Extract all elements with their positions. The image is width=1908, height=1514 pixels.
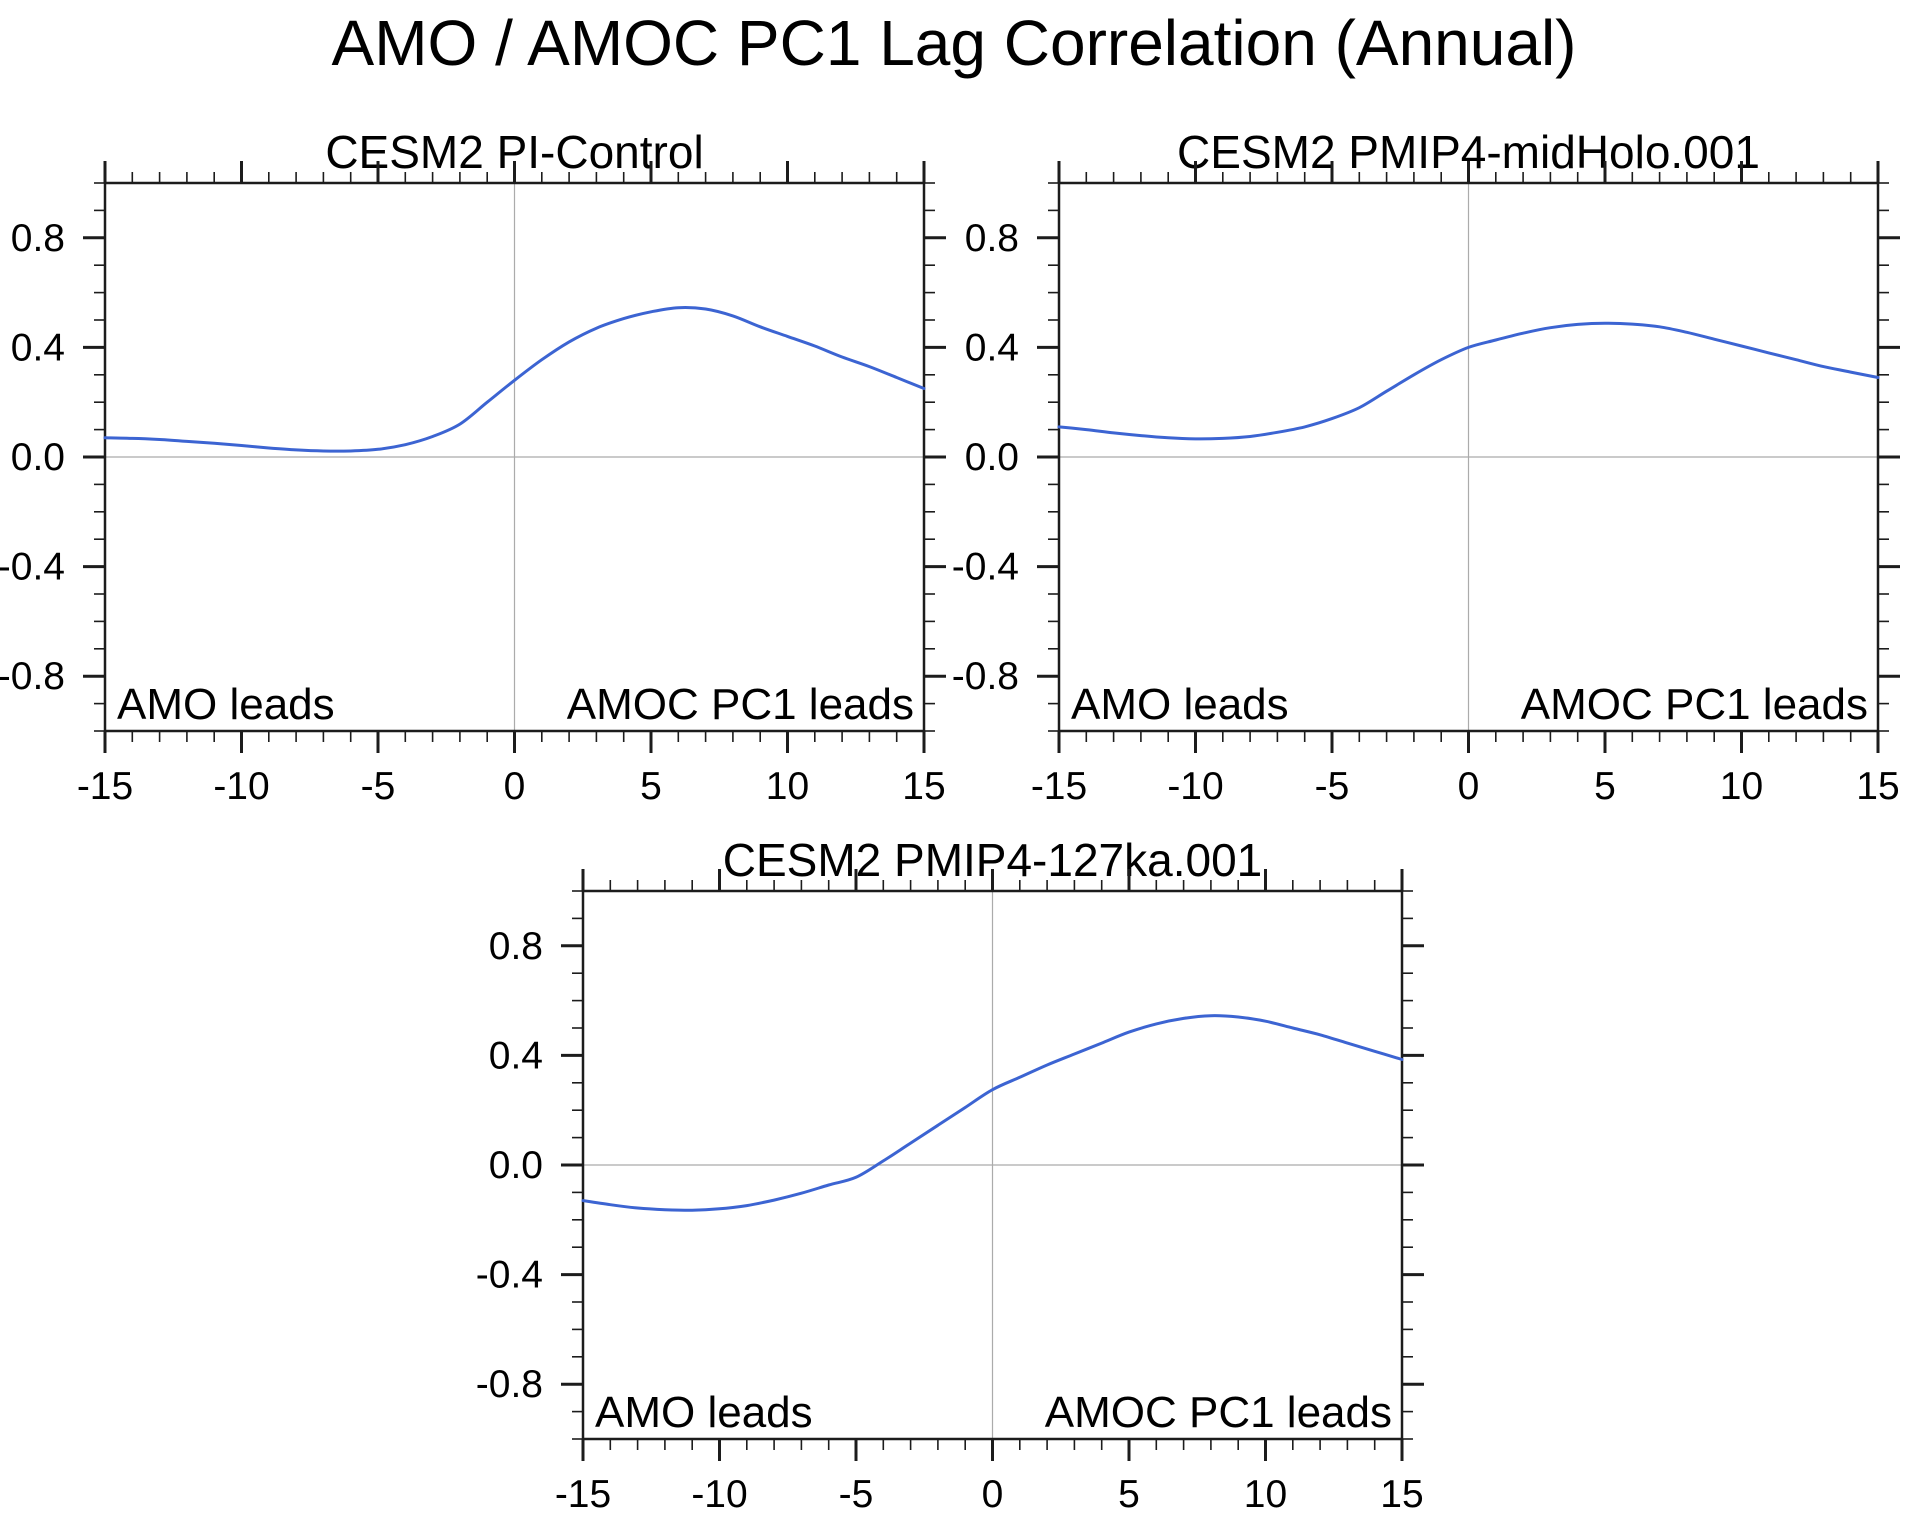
y-axis-tick-label: 0.8 <box>11 217 65 260</box>
x-axis-tick-label: -15 <box>77 765 133 808</box>
x-axis-tick-label: -5 <box>1315 765 1350 808</box>
y-axis-tick-label: 0.8 <box>965 217 1019 260</box>
x-axis-tick-label: -15 <box>555 1473 611 1514</box>
y-axis-tick-label: -0.8 <box>476 1363 543 1406</box>
amoc-pc1-leads-label: AMOC PC1 leads <box>1045 1388 1392 1437</box>
plot-area: -15 -10 -5 0 5 10 15 0.8 0.4 0.0 -0.4 -0.8 <box>476 869 1424 1514</box>
x-axis-tick-label: 15 <box>1856 765 1899 808</box>
y-axis-tick-label: -0.4 <box>952 546 1019 589</box>
panel-pi-control: CESM2 PI-Control -15 -10 -5 0 5 10 15 0.8 0.4 0.0… <box>0 126 952 841</box>
x-axis-tick-label: 5 <box>640 765 662 808</box>
y-axis-tick-label: 0.4 <box>965 326 1019 369</box>
panel-midholo: CESM2 PMIP4-midHolo.001 -15 -10 -5 0 5 10 15 0.… <box>952 126 1906 841</box>
midholo-plot: CESM2 PMIP4-midHolo.001 -15 -10 -5 0 5 10 150.… <box>952 126 1900 808</box>
y-axis-tick-label: -0.4 <box>0 546 65 589</box>
x-axis-tick-label: 0 <box>504 765 526 808</box>
amoc-pc1-leads-label: AMOC PC1 leads <box>1521 680 1868 729</box>
y-axis-tick-label: 0.0 <box>965 436 1019 479</box>
x-axis-tick-label: 15 <box>902 765 945 808</box>
plot-frame <box>581 889 1404 1441</box>
x-axis-tick-label: 10 <box>766 765 809 808</box>
x-axis-tick-label: -10 <box>213 765 269 808</box>
correlation-curve <box>103 306 926 453</box>
127ka-plot: CESM2 PMIP4-127ka.001 -15 -10 -5 0 5 10 150.80… <box>476 834 1424 1514</box>
panel-127ka: CESM2 PMIP4-127ka.001 -15 -10 -5 0 5 10 15 0.8 0… <box>476 834 1430 1514</box>
x-axis-tick-label: -5 <box>839 1473 874 1514</box>
y-axis-tick-label: 0.4 <box>489 1034 543 1077</box>
correlation-curve <box>581 1014 1404 1212</box>
pi-control-plot: CESM2 PI-Control -15 -10 -5 0 5 10 150.80.40.0… <box>0 126 946 808</box>
x-axis-tick-label: 0 <box>982 1473 1004 1514</box>
y-axis-tick-label: -0.8 <box>0 655 65 698</box>
plot-frame <box>103 181 926 733</box>
y-axis-tick-label: -0.4 <box>476 1254 543 1297</box>
x-axis-tick-label: -15 <box>1031 765 1087 808</box>
correlation-curve <box>1057 321 1880 441</box>
y-axis-tick-label: 0.4 <box>11 326 65 369</box>
amo-leads-label: AMO leads <box>117 680 335 729</box>
x-axis-tick-label: -5 <box>361 765 396 808</box>
y-axis-tick-label: 0.8 <box>489 925 543 968</box>
plot-area: -15 -10 -5 0 5 10 15 0.8 0.4 0.0 -0.4 -0.8 <box>0 161 946 808</box>
x-axis-tick-label: 5 <box>1594 765 1616 808</box>
amo-leads-label: AMO leads <box>595 1388 813 1437</box>
x-axis-tick-label: 15 <box>1380 1473 1423 1514</box>
y-axis-tick-label: 0.0 <box>489 1144 543 1187</box>
amoc-pc1-leads-label: AMOC PC1 leads <box>567 680 914 729</box>
plot-area: -15 -10 -5 0 5 10 15 0.8 0.4 0.0 -0.4 -0.8 <box>952 161 1900 808</box>
y-axis-tick-label: 0.0 <box>11 436 65 479</box>
main-title: AMO / AMOC PC1 Lag Correlation (Annual) <box>331 7 1577 79</box>
x-axis-tick-label: 10 <box>1244 1473 1287 1514</box>
plot-frame <box>1057 181 1880 733</box>
amo-leads-label: AMO leads <box>1071 680 1289 729</box>
x-axis-tick-label: 0 <box>1458 765 1480 808</box>
x-axis-tick-label: 5 <box>1118 1473 1140 1514</box>
x-axis-tick-label: -10 <box>1167 765 1223 808</box>
x-axis-tick-label: 10 <box>1720 765 1763 808</box>
x-axis-tick-label: -10 <box>691 1473 747 1514</box>
y-axis-tick-label: -0.8 <box>952 655 1019 698</box>
